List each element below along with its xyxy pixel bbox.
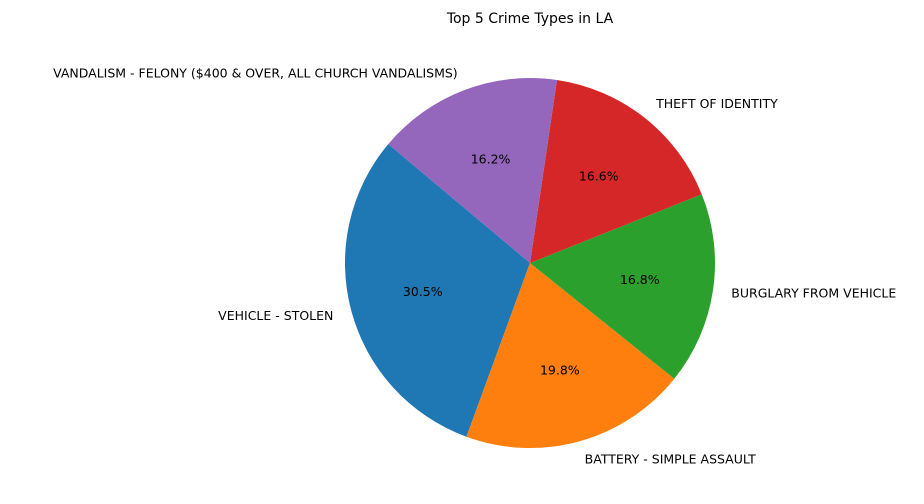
category-labels: VEHICLE - STOLEN BATTERY - SIMPLE ASSAULT… (53, 65, 896, 466)
slice-category-label: BURGLARY FROM VEHICLE (731, 285, 896, 300)
slice-percent-label: 16.2% (471, 152, 511, 167)
chart-title: Top 5 Crime Types in LA (446, 11, 614, 27)
slice-percent-label: 30.5% (403, 284, 443, 299)
slice-percent-label: 16.6% (579, 168, 619, 183)
pie-slice (388, 78, 557, 263)
pie-slice (466, 263, 675, 448)
slice-category-label: VEHICLE - STOLEN (218, 308, 333, 323)
pie-slice (530, 79, 702, 264)
slice-category-label: BATTERY - SIMPLE ASSAULT (585, 452, 756, 467)
pie-slices (345, 78, 715, 448)
percent-labels: 30.5% 19.8% 16.8% 16.6% 16.2% (403, 152, 660, 378)
pie-slice (345, 144, 530, 437)
slice-category-label: VANDALISM - FELONY ($400 & OVER, ALL CHU… (53, 65, 458, 80)
slice-category-label: THEFT OF IDENTITY (655, 96, 778, 111)
slice-percent-label: 16.8% (620, 272, 660, 287)
slice-percent-label: 19.8% (540, 362, 580, 377)
pie-slice (530, 194, 715, 379)
